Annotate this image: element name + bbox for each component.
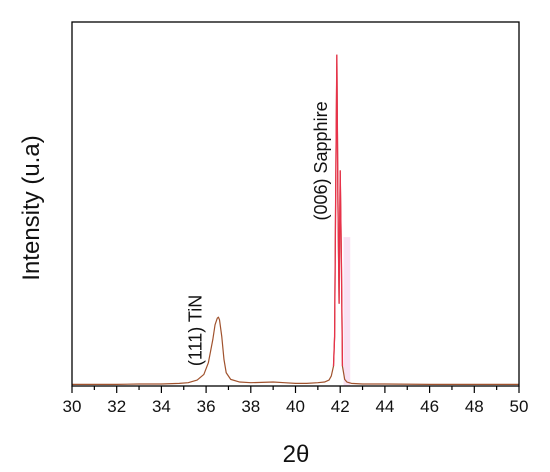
x-axis-title: 2θ <box>283 441 310 468</box>
shaded-region <box>343 237 351 386</box>
plot-frame <box>71 21 520 387</box>
x-tick-label: 46 <box>420 397 439 416</box>
x-tick-label: 38 <box>241 397 260 416</box>
x-tick-label: 36 <box>197 397 216 416</box>
x-tick-label: 30 <box>63 397 82 416</box>
annotation-sapphire-peak: (006) Sapphire <box>311 101 331 220</box>
sapphire-peak-line <box>332 54 344 367</box>
x-tick-label: 42 <box>331 397 350 416</box>
x-tick-label: 32 <box>107 397 126 416</box>
axes: 30 32 34 36 38 40 42 44 46 48 50 (111) TiN (006) Sap… <box>63 21 529 416</box>
x-tick-label: 50 <box>510 397 529 416</box>
y-axis-title: Intensity (u.a) <box>18 135 45 280</box>
x-tick-label: 48 <box>465 397 484 416</box>
plot-area <box>72 54 519 386</box>
annotation-tin-peak: (111) TiN <box>186 295 206 366</box>
x-tick-label: 34 <box>152 397 171 416</box>
x-tick-label: 44 <box>375 397 394 416</box>
x-tick-label: 40 <box>286 397 305 416</box>
series-line <box>72 54 519 385</box>
